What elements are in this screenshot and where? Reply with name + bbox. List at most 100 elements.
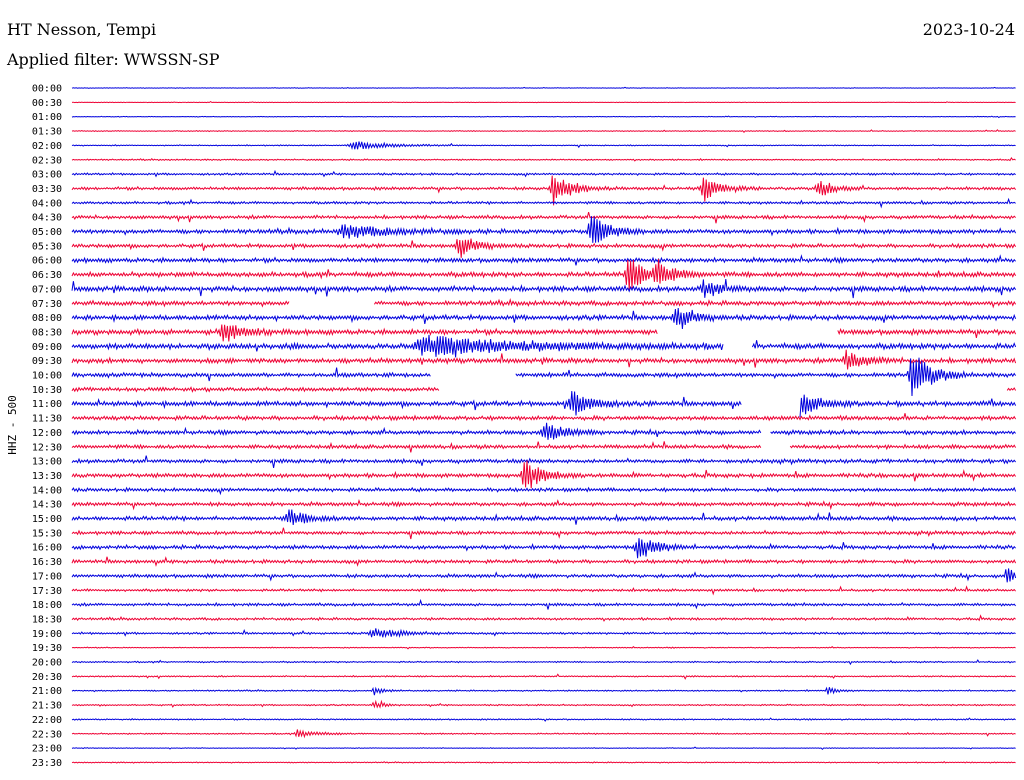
trace-line xyxy=(71,279,1017,299)
trace-line xyxy=(71,129,1016,134)
trace-line xyxy=(71,413,1017,422)
row-labels: 00:00 00:30 01:00 01:30 02:00 02:30 03:00 03:30… xyxy=(32,84,62,769)
trace-line xyxy=(71,729,1016,739)
trace-line xyxy=(71,334,1017,358)
trace-line xyxy=(71,498,1016,511)
row-label: 10:30 xyxy=(32,385,62,396)
row-label: 06:00 xyxy=(32,256,62,267)
trace-line xyxy=(71,258,1017,291)
row-label: 14:30 xyxy=(32,500,62,511)
trace-line xyxy=(71,699,1016,709)
row-label: 13:30 xyxy=(32,471,62,482)
trace-line xyxy=(71,156,1016,162)
trace-line xyxy=(71,357,1017,397)
row-label: 04:30 xyxy=(32,213,62,224)
row-label: 00:30 xyxy=(32,98,62,109)
row-label: 09:30 xyxy=(32,356,62,367)
trace-line xyxy=(71,646,1016,650)
trace-line xyxy=(71,598,1016,610)
trace-line xyxy=(71,628,1016,639)
date-label: 2023-10-24 xyxy=(922,20,1015,39)
row-label: 12:30 xyxy=(32,442,62,453)
trace-line xyxy=(71,455,1016,468)
row-label: 10:00 xyxy=(32,371,62,382)
row-label: 11:00 xyxy=(32,399,62,410)
trace-line xyxy=(71,297,1017,309)
row-label: 01:00 xyxy=(32,112,62,123)
station-title: HT Nesson, Tempi xyxy=(7,20,157,39)
trace-line xyxy=(71,175,1017,206)
row-label: 18:30 xyxy=(32,614,62,625)
trace-line xyxy=(71,141,1016,151)
row-label: 11:30 xyxy=(32,414,62,425)
row-label: 09:00 xyxy=(32,342,62,353)
row-label: 08:00 xyxy=(32,313,62,324)
row-label: 22:00 xyxy=(32,715,62,726)
trace-line xyxy=(71,422,1016,440)
trace-line xyxy=(71,509,1017,526)
row-label: 21:00 xyxy=(32,686,62,697)
trace-line xyxy=(71,386,1017,393)
row-label: 17:00 xyxy=(32,571,62,582)
seismic-traces xyxy=(71,86,1017,764)
trace-line xyxy=(71,673,1016,680)
trace-line xyxy=(71,86,1016,90)
row-label: 07:00 xyxy=(32,284,62,295)
row-label: 05:00 xyxy=(32,227,62,238)
trace-line xyxy=(71,254,1016,266)
row-label: 20:00 xyxy=(32,658,62,669)
trace-line xyxy=(71,391,1017,418)
trace-line xyxy=(71,324,1017,342)
trace-line xyxy=(71,761,1016,764)
row-label: 19:30 xyxy=(32,643,62,654)
row-label: 23:30 xyxy=(32,758,62,769)
trace-line xyxy=(71,101,1016,104)
row-label: 14:00 xyxy=(32,485,62,496)
trace-line xyxy=(71,211,1016,224)
row-label: 16:00 xyxy=(32,543,62,554)
trace-line xyxy=(71,238,1017,258)
row-label: 23:00 xyxy=(32,744,62,755)
trace-line xyxy=(71,568,1017,583)
row-label: 21:30 xyxy=(32,701,62,712)
trace-line xyxy=(71,460,1017,489)
filter-label: Applied filter: WWSSN-SP xyxy=(7,50,220,69)
row-label: 07:30 xyxy=(32,299,62,310)
trace-line xyxy=(71,585,1016,596)
row-label: 04:00 xyxy=(32,198,62,209)
trace-line xyxy=(71,538,1016,559)
row-label: 17:30 xyxy=(32,586,62,597)
row-label: 15:30 xyxy=(32,528,62,539)
row-label: 01:30 xyxy=(32,127,62,138)
row-label: 06:30 xyxy=(32,270,62,281)
trace-line xyxy=(71,441,1017,453)
row-label: 20:30 xyxy=(32,672,62,683)
row-label: 03:00 xyxy=(32,170,62,181)
trace-line xyxy=(71,556,1017,567)
row-label: 15:00 xyxy=(32,514,62,525)
trace-line xyxy=(71,197,1016,209)
trace-line xyxy=(71,169,1016,178)
row-label: 08:30 xyxy=(32,327,62,338)
row-label: 03:30 xyxy=(32,184,62,195)
row-label: 13:00 xyxy=(32,457,62,468)
trace-line xyxy=(71,527,1017,540)
trace-line xyxy=(71,614,1016,622)
trace-line xyxy=(71,216,1017,243)
row-label: 02:00 xyxy=(32,141,62,152)
trace-line xyxy=(71,686,1016,696)
row-label: 18:00 xyxy=(32,600,62,611)
trace-line xyxy=(71,746,1016,751)
y-axis-label: HHZ - 500 xyxy=(6,395,19,455)
row-label: 19:00 xyxy=(32,629,62,640)
row-label: 00:00 xyxy=(32,84,62,95)
trace-line xyxy=(71,486,1017,496)
trace-line xyxy=(71,717,1016,722)
trace-line xyxy=(71,307,1017,330)
row-label: 16:30 xyxy=(32,557,62,568)
trace-line xyxy=(71,349,1017,370)
trace-line xyxy=(71,115,1016,119)
trace-line xyxy=(71,659,1016,666)
row-label: 05:30 xyxy=(32,241,62,252)
